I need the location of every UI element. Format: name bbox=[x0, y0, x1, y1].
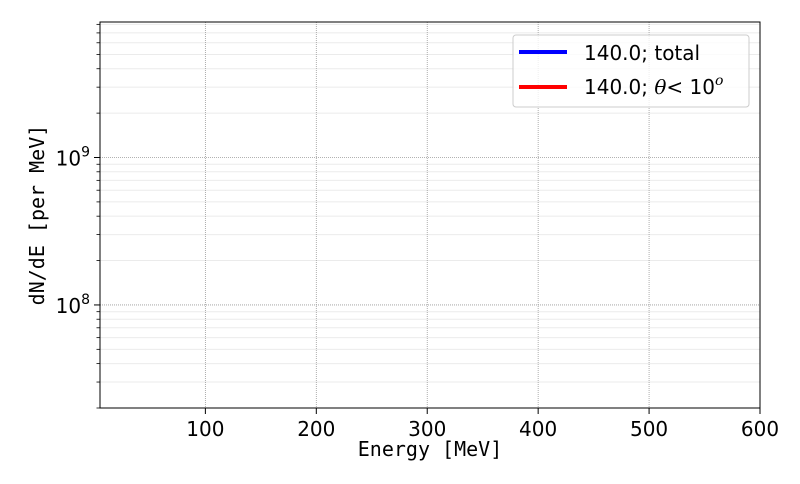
legend-frame bbox=[512, 34, 750, 108]
x-tick-label: 500 bbox=[630, 417, 668, 441]
legend-label-total: 140.0; total bbox=[584, 41, 700, 65]
legend-label-theta: 140.0; θ< 10o bbox=[584, 73, 723, 99]
ticks: 108 109 100 200 300 400 500 600 bbox=[56, 23, 779, 441]
y-axis-label: dN/dE [per MeV] bbox=[25, 125, 49, 306]
y-tick-label: 109 bbox=[56, 145, 90, 171]
grid bbox=[100, 22, 761, 409]
x-axis-label: Energy [MeV] bbox=[358, 437, 503, 461]
x-tick-label: 400 bbox=[519, 417, 557, 441]
legend: 140.0; total 140.0; θ< 10o bbox=[512, 34, 750, 108]
x-tick-label: 300 bbox=[408, 417, 446, 441]
x-tick-label: 600 bbox=[741, 417, 779, 441]
plot-area-frame bbox=[99, 21, 761, 409]
x-tick-label: 100 bbox=[186, 417, 224, 441]
y-tick-label: 108 bbox=[56, 292, 90, 318]
x-tick-label: 200 bbox=[297, 417, 335, 441]
